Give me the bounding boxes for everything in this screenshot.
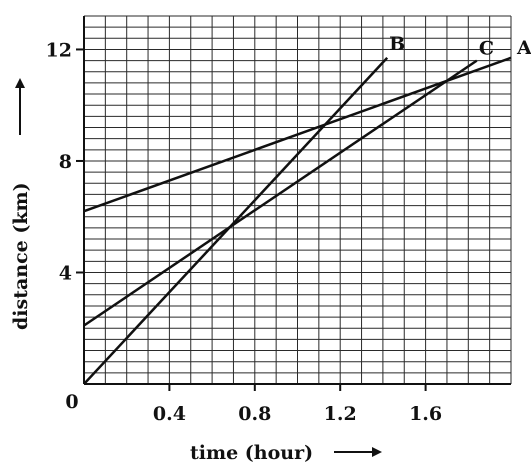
x-axis-title: time (hour) — [190, 442, 382, 464]
series-line-c — [83, 59, 478, 327]
origin-label: 0 — [65, 391, 78, 413]
axes — [83, 16, 511, 385]
grid — [84, 15, 512, 384]
series-line-a — [83, 56, 512, 213]
y-tick-label: 8 — [59, 151, 72, 173]
y-tick-label: 12 — [46, 39, 72, 61]
series-line-b — [83, 56, 389, 385]
y-axis-label: distance (km) — [10, 182, 32, 330]
x-tick-label: 1.6 — [409, 403, 442, 425]
series-label-a: A — [516, 37, 531, 59]
x-tick-label: 0.8 — [238, 403, 271, 425]
x-tick-label: 0.4 — [153, 403, 186, 425]
series-label-c: C — [479, 38, 494, 60]
y-tick-label: 4 — [59, 262, 72, 284]
series: A B C — [83, 33, 531, 385]
series-label-b: B — [389, 33, 405, 55]
x-axis-label: time (hour) — [190, 442, 313, 464]
y-axis-title: distance (km) — [10, 78, 32, 330]
tick-labels: 0.4 0.8 1.2 1.6 4 8 12 — [46, 39, 443, 425]
x-tick-label: 1.2 — [324, 403, 357, 425]
